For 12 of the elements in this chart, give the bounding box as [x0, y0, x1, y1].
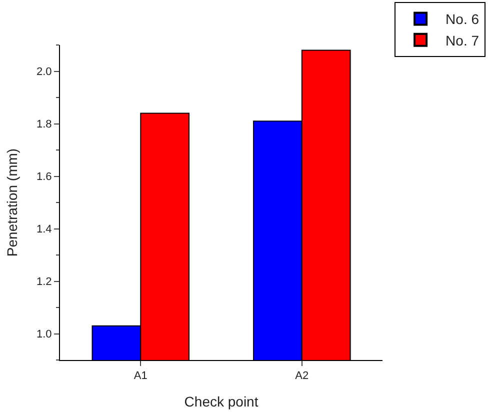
y-tick-label: 1.6 — [36, 171, 52, 184]
y-axis-title: Penetration (mm) — [4, 148, 20, 257]
y-tick-label: 2.0 — [36, 66, 52, 78]
y-tick-label: 1.2 — [36, 276, 52, 288]
legend-label: No. 6 — [446, 11, 480, 28]
legend-label: No. 7 — [446, 32, 480, 48]
y-tick-label: 1.4 — [36, 224, 52, 236]
y-tick-label: 1.8 — [36, 118, 52, 131]
x-tick-label: A1 — [134, 370, 148, 382]
y-tick-label: 1.0 — [36, 328, 52, 341]
x-axis-title: Check point — [184, 394, 258, 410]
x-tick-label: A2 — [295, 370, 309, 382]
